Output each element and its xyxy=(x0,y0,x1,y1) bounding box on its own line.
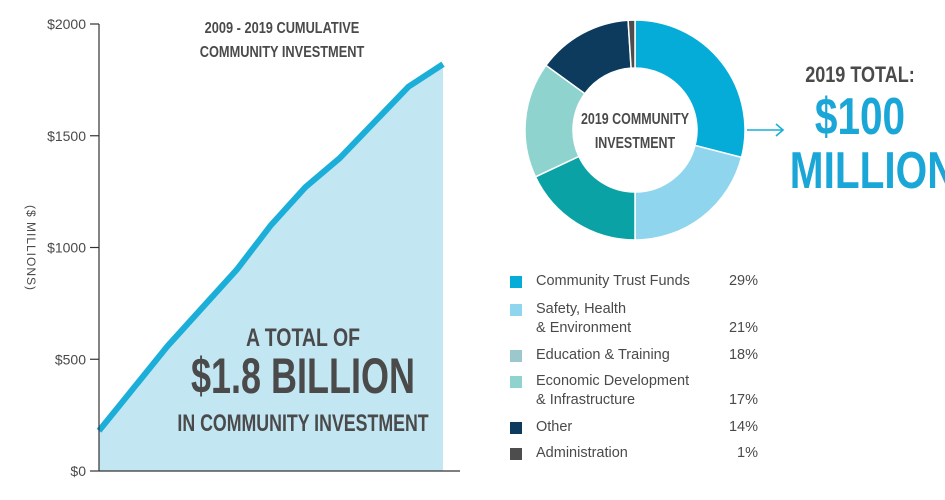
legend-label: Community Trust Funds xyxy=(536,272,690,291)
donut-center-label-1: 2019 COMMUNITY xyxy=(581,111,689,129)
total-value-amount: $100 xyxy=(814,88,906,146)
pie-slice xyxy=(634,144,743,241)
y-tick-label: $0 xyxy=(70,463,86,479)
total-label: 2019 TOTAL: xyxy=(805,62,915,87)
legend-label-line: Safety, Health xyxy=(536,301,627,317)
legend-swatch xyxy=(510,276,522,288)
legend-swatch xyxy=(510,376,522,388)
pie-slice xyxy=(634,19,746,159)
legend-label-line: & Environment xyxy=(536,320,632,336)
total-value: $100 MILLION xyxy=(789,88,945,200)
series-line xyxy=(96,61,445,433)
y-tick-label: $1000 xyxy=(47,240,86,256)
chart-title: 2009 - 2019 CUMULATIVE xyxy=(205,20,360,38)
area-fill xyxy=(99,64,443,471)
legend-label: Administration xyxy=(536,444,628,463)
legend-percent: 17% xyxy=(728,392,758,408)
arrow-right-icon xyxy=(747,123,785,137)
cumulative-area-chart: $0 $500 $1000 $1500 $2000 ($ MILLIONS) 2009 - … xyxy=(24,16,460,479)
legend-swatch xyxy=(510,304,522,316)
investment-donut-chart: 2019 COMMUNITY INVESTMENT xyxy=(524,19,746,241)
legend-label-line: & Infrastructure xyxy=(536,392,636,408)
legend-label: Education & Training xyxy=(536,346,670,365)
legend-label: Economic Development & Infrastructure xyxy=(536,372,689,410)
legend-label-line: Other xyxy=(536,419,573,435)
y-tick-label: $500 xyxy=(55,351,86,367)
annotation-line-2: $1.8 BILLION xyxy=(191,349,415,404)
legend-label-line: Education & Training xyxy=(536,347,670,363)
legend-label-line: Community Trust Funds xyxy=(536,273,690,289)
pie-slice xyxy=(627,19,636,69)
y-tick-label: $1500 xyxy=(47,128,86,144)
y-axis-label: ($ MILLIONS) xyxy=(24,205,38,291)
chart-subtitle: COMMUNITY INVESTMENT xyxy=(200,44,365,62)
legend-swatch xyxy=(510,350,522,362)
y-tick-label: $2000 xyxy=(47,16,86,32)
legend-label-line: Economic Development xyxy=(536,373,690,389)
legend-label: Safety, Health & Environment xyxy=(536,300,631,338)
legend-percent: 14% xyxy=(728,419,758,435)
legend-percent: 18% xyxy=(728,347,758,363)
annotation-line-1: A TOTAL OF xyxy=(246,324,360,352)
legend-swatch xyxy=(510,448,522,460)
annotation-line-3: IN COMMUNITY INVESTMENT xyxy=(177,411,428,437)
legend-swatch xyxy=(510,422,522,434)
legend-percent: 29% xyxy=(728,273,758,289)
donut-center-label-2: INVESTMENT xyxy=(595,135,676,153)
legend-label: Other xyxy=(536,418,572,437)
legend-label-line: Administration xyxy=(536,445,628,461)
legend-percent: 21% xyxy=(728,320,758,336)
legend-percent: 1% xyxy=(737,445,758,461)
total-value-unit: MILLION xyxy=(789,142,945,200)
